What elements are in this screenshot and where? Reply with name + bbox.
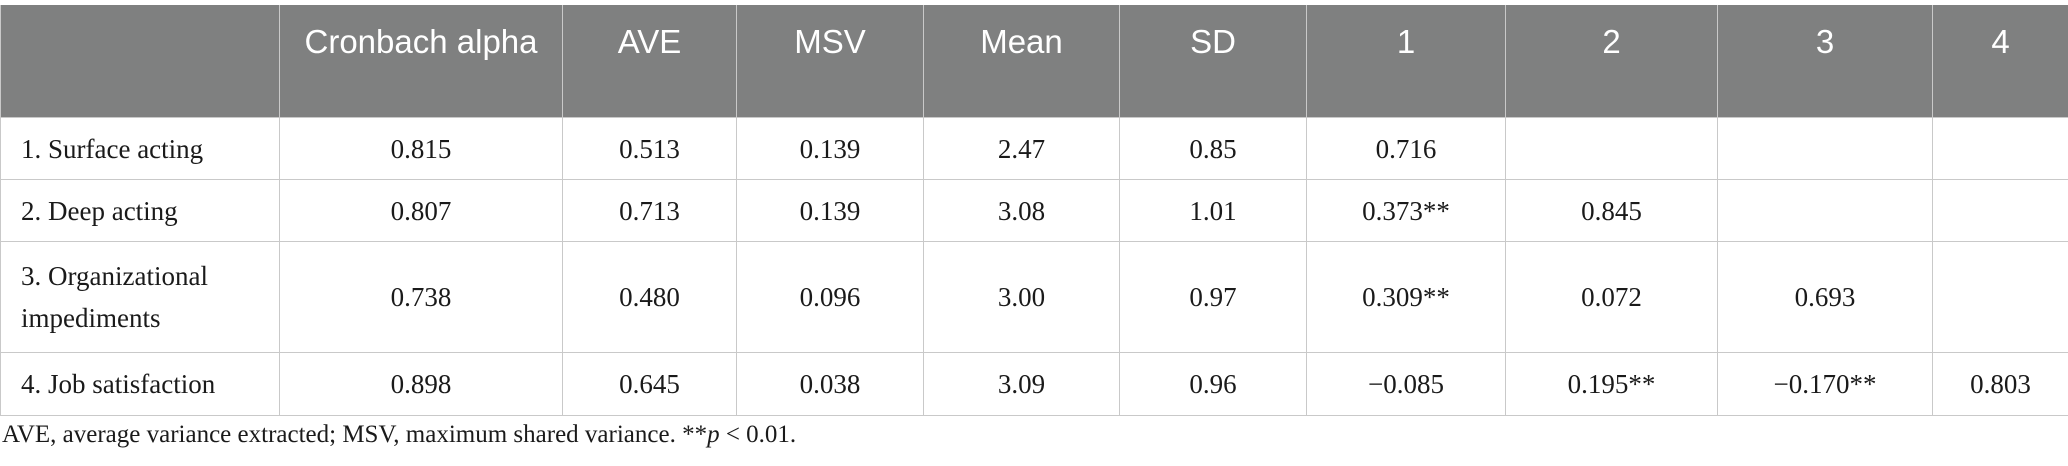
table-cell: 0.898 xyxy=(279,352,563,416)
table-cell: 0.038 xyxy=(736,352,924,416)
table-cell: 0.716 xyxy=(1306,117,1506,180)
table-cell xyxy=(1717,179,1933,242)
table-cell: 0.738 xyxy=(279,241,563,353)
header-cell-sd: SD xyxy=(1119,5,1307,118)
table-cell: 0.803 xyxy=(1932,352,2068,416)
table-cell: 0.139 xyxy=(736,117,924,180)
table-cell xyxy=(1932,241,2068,353)
table-cell xyxy=(1932,179,2068,242)
row-label: 3. Organizational impediments xyxy=(0,241,280,353)
header-cell-empty xyxy=(0,5,280,118)
table-cell: 0.096 xyxy=(736,241,924,353)
header-cell-mean: Mean xyxy=(923,5,1120,118)
header-cell-4: 4 xyxy=(1932,5,2068,118)
table-footnote: AVE, average variance extracted; MSV, ma… xyxy=(2,421,796,449)
table-cell: 0.815 xyxy=(279,117,563,180)
header-row: Cronbach alpha AVE MSV Mean SD 1 2 3 4 xyxy=(0,5,2068,118)
table-row: 2. Deep acting 0.807 0.713 0.139 3.08 1.… xyxy=(0,179,2068,242)
table-cell: 0.645 xyxy=(562,352,737,416)
table-cell: 0.480 xyxy=(562,241,737,353)
header-cell-cronbach: Cronbach alpha xyxy=(279,5,563,118)
table-cell: 3.08 xyxy=(923,179,1120,242)
header-cell-1: 1 xyxy=(1306,5,1506,118)
table-cell: 0.693 xyxy=(1717,241,1933,353)
table-cell: 0.513 xyxy=(562,117,737,180)
table-cell: 3.09 xyxy=(923,352,1120,416)
table-cell: 0.845 xyxy=(1505,179,1718,242)
table-cell: 0.309** xyxy=(1306,241,1506,353)
table-cell: 1.01 xyxy=(1119,179,1307,242)
row-label: 2. Deep acting xyxy=(0,179,280,242)
row-label: 1. Surface acting xyxy=(0,117,280,180)
table-cell: 3.00 xyxy=(923,241,1120,353)
header-cell-ave: AVE xyxy=(562,5,737,118)
table-row: 3. Organizational impediments 0.738 0.48… xyxy=(0,241,2068,353)
table-cell: 0.195** xyxy=(1505,352,1718,416)
table-row: 4. Job satisfaction 0.898 0.645 0.038 3.… xyxy=(0,352,2068,416)
table-cell: 0.072 xyxy=(1505,241,1718,353)
table-cell xyxy=(1505,117,1718,180)
table-cell xyxy=(1717,117,1933,180)
table-cell: 0.85 xyxy=(1119,117,1307,180)
footnote-p-symbol: p xyxy=(707,421,720,448)
table-cell: 0.97 xyxy=(1119,241,1307,353)
row-label: 4. Job satisfaction xyxy=(0,352,280,416)
table-cell: 0.139 xyxy=(736,179,924,242)
table-cell: 0.807 xyxy=(279,179,563,242)
header-cell-2: 2 xyxy=(1505,5,1718,118)
header-cell-3: 3 xyxy=(1717,5,1933,118)
correlation-table: Cronbach alpha AVE MSV Mean SD 1 2 3 4 1… xyxy=(0,5,2068,416)
table-cell: −0.085 xyxy=(1306,352,1506,416)
table-cell: 0.373** xyxy=(1306,179,1506,242)
table-cell: −0.170** xyxy=(1717,352,1933,416)
footnote-text: AVE, average variance extracted; MSV, ma… xyxy=(2,421,708,448)
header-cell-msv: MSV xyxy=(736,5,924,118)
table-cell: 0.96 xyxy=(1119,352,1307,416)
table-row: 1. Surface acting 0.815 0.513 0.139 2.47… xyxy=(0,117,2068,180)
table-cell xyxy=(1932,117,2068,180)
table-cell: 0.713 xyxy=(562,179,737,242)
table-cell: 2.47 xyxy=(923,117,1120,180)
footnote-threshold: < 0.01. xyxy=(719,421,797,448)
